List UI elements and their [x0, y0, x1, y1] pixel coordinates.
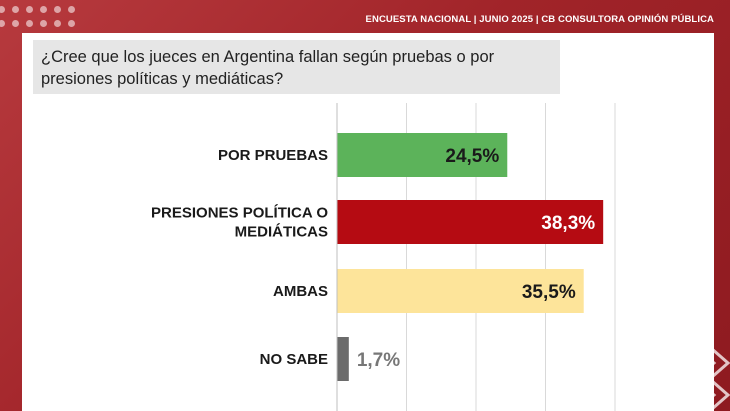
category-label: NO SABE [260, 351, 328, 368]
data-label: 35,5% [522, 282, 576, 303]
bar [337, 269, 584, 313]
chevron-decoration [697, 347, 730, 411]
question-text: ¿Cree que los jueces en Argentina fallan… [33, 40, 560, 94]
survey-header: ENCUESTA NACIONAL | JUNIO 2025 | CB CONS… [365, 14, 714, 25]
bar [337, 200, 604, 244]
data-label: 24,5% [445, 146, 499, 167]
category-label: AMBAS [273, 283, 328, 300]
decorative-dots [0, 2, 90, 32]
bar [337, 133, 508, 177]
data-label: 38,3% [541, 213, 595, 234]
category-label: MEDIÁTICAS [235, 224, 328, 241]
data-label: 1,7% [357, 350, 400, 371]
bar [337, 337, 349, 381]
category-label: POR PRUEBAS [218, 147, 328, 164]
category-label: PRESIONES POLÍTICA O [151, 205, 328, 222]
